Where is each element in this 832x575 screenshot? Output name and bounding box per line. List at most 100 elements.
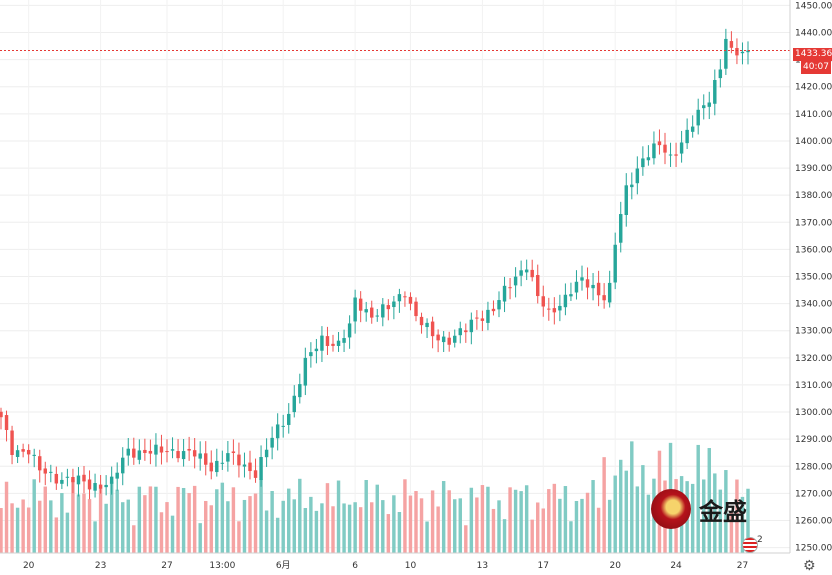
volume-bar [192,485,197,553]
candle-body [397,294,402,302]
candle-body [49,471,53,473]
candle-body [585,279,590,288]
volume-bar [60,493,64,553]
candle-body [98,484,103,489]
candle-body [663,144,667,153]
volume-bar [641,465,645,553]
candle-body [458,328,462,336]
volume-bar [281,500,285,553]
grid-lines [0,0,790,553]
candle-body [370,307,374,318]
volume-bar [253,493,258,553]
volume-bar [386,514,391,553]
candle-body [425,322,429,328]
candle-body [497,300,501,310]
candle-body [320,335,324,351]
volume-bar [552,483,557,553]
volume-bar [403,479,407,553]
volume-bar [331,506,335,553]
candle-body [281,425,285,427]
candle-body [641,158,645,168]
candle-body [15,450,20,457]
candle-body [486,309,490,323]
candle-body [342,338,346,343]
candle-body [137,450,142,460]
volume-bar [569,521,573,553]
candle-body [325,336,330,346]
volume-bar [126,499,130,553]
candle-body [475,317,479,319]
candle-body [508,287,512,289]
volume-bar [93,521,97,553]
volume-bar [430,490,435,553]
volume-bar [425,521,429,553]
candle-body [159,446,164,453]
volume-bar [364,479,368,553]
volume-bar [596,507,601,553]
volume-bar [132,525,136,553]
candle-body [386,305,391,310]
candle-body [87,479,92,490]
volume-bar [143,495,147,553]
candle-body [192,450,197,457]
candle-body [718,69,723,79]
volume-bar [287,488,291,553]
y-tick-label: 1320.00 [795,354,832,364]
volume-bar [49,500,53,553]
candle-body [347,323,352,338]
volume-bar [10,503,14,553]
volume-bar [325,483,330,553]
volume-bar [176,486,180,553]
volume-bar [441,481,446,553]
volume-bar [109,481,114,553]
candle-body [602,295,606,301]
candle-body [231,451,236,453]
candle-body [419,316,424,326]
volume-bar [148,486,153,553]
y-tick-label: 1350.00 [795,273,832,283]
gear-icon[interactable]: ⚙ [803,558,816,574]
volume-bar [115,489,119,553]
candle-body [71,477,75,483]
candle-body [552,308,557,313]
candle-body [275,424,280,439]
volume-bar [447,490,451,553]
candle-body [447,337,451,345]
volume-bar [735,479,739,553]
volume-bar [264,510,269,553]
candle-body [248,462,252,472]
volume-bar [591,480,595,553]
volume-bar [87,499,92,553]
volume-bar [309,496,313,553]
volume-bar [624,470,628,553]
volume-bar [370,502,374,553]
volume-bar [580,498,584,553]
candle-body [287,413,291,425]
candle-body [38,456,42,471]
y-tick-label: 1370.00 [795,218,832,228]
candle-body [26,449,31,455]
candle-body [696,109,700,126]
candle-body [414,301,418,317]
volume-bar [181,487,186,553]
volume-bar [159,512,164,553]
candle-body [630,184,634,188]
y-tick-label: 1250.00 [795,544,832,554]
y-tick-label: 1360.00 [795,245,832,255]
volume-bar [104,503,108,553]
candle-body [530,269,534,278]
volume-bar [242,499,247,553]
us-flag-icon[interactable] [742,537,758,553]
x-axis: 20 23 27 13:00 6月 6 10 13 17 20 24 27 [0,552,790,571]
volume-bar [574,500,579,553]
y-tick-label: 1410.00 [795,110,832,120]
volume-bar [718,489,723,553]
candle-body [563,294,568,308]
volume-bar [209,505,213,553]
logo-text: 金盛 [699,497,747,526]
volume-bar [320,503,324,553]
candle-body [303,357,308,386]
candle-body [674,154,678,156]
volume-bar [419,498,424,553]
candle-body [176,451,180,459]
